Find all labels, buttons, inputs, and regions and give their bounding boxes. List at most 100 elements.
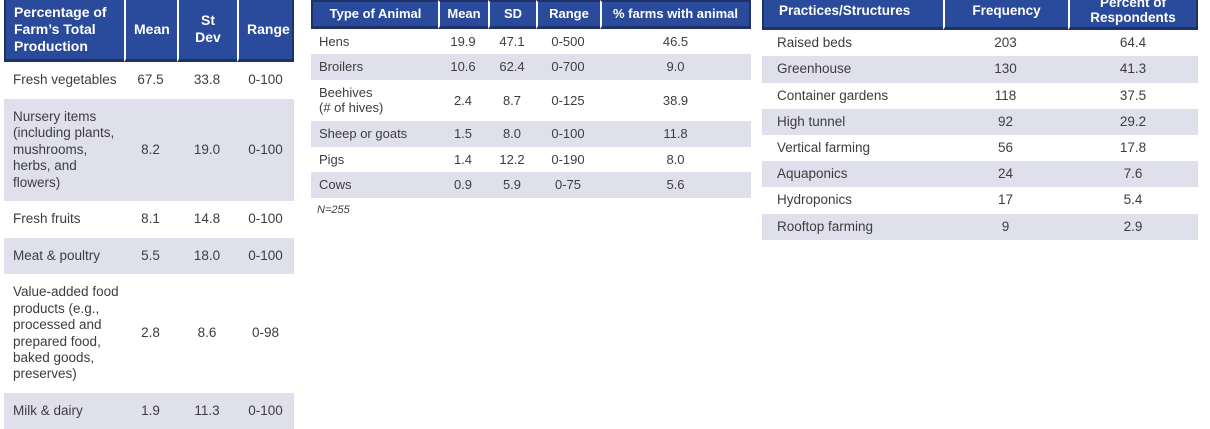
column-header-pct-respondents: Percent of Respondents	[1068, 0, 1198, 31]
animal-header-row: Type of Animal Mean SD Range % farms wit…	[311, 0, 751, 29]
cell-range: 0-700	[536, 54, 600, 80]
cell-stdev: 18.0	[177, 237, 237, 275]
table-row: Beehives (# of hives) 2.4 8.7 0-125 38.9	[311, 80, 751, 121]
cell-frequency: 56	[997, 139, 1014, 155]
cell-sd: 5.9	[488, 172, 536, 198]
cell-label: Meat & poultry	[4, 237, 124, 275]
practices-header-row: Practices/Structures Frequency Percent o…	[762, 0, 1198, 31]
cell-sd: 62.4	[488, 54, 536, 80]
cell-label: Aquaponics	[762, 161, 943, 188]
cell-pct-farms: 8.0	[666, 151, 685, 167]
cell-label: Beehives (# of hives)	[319, 84, 384, 116]
cell-range: 0-190	[551, 151, 585, 167]
cell-label: Sheep or goats	[311, 120, 438, 147]
cell-label: Container gardens	[777, 87, 889, 103]
table-row: Fresh fruits 8.1 14.8 0-100	[4, 201, 294, 237]
cell-frequency: 17	[997, 192, 1014, 208]
cell-stdev: 33.8	[193, 72, 221, 88]
sample-size-footnote: N=255	[317, 204, 350, 216]
table-row: Vertical farming 56 17.8	[762, 135, 1198, 161]
table-row: Rooftop farming 9 2.9	[762, 213, 1198, 240]
table-row: Pigs 1.4 12.2 0-190 8.0	[311, 147, 751, 173]
table-row: Fresh vegetables 67.5 33.8 0-100	[4, 62, 294, 98]
cell-pct-respondents: 29.2	[1068, 108, 1198, 135]
table-row: Sheep or goats 1.5 8.0 0-100 11.8	[311, 120, 751, 147]
cell-label: Milk & dairy	[4, 392, 124, 429]
cell-mean: 10.6	[438, 54, 488, 80]
cell-range: 0-98	[251, 325, 280, 341]
cell-sd: 47.1	[499, 33, 525, 49]
cell-pct-respondents: 64.4	[1119, 35, 1147, 51]
cell-label: Hens	[319, 33, 350, 49]
table-row: Container gardens 118 37.5	[762, 83, 1198, 109]
cell-sd: 12.2	[499, 151, 525, 167]
cell-mean: 5.5	[124, 237, 177, 275]
column-header-pct-farms: % farms with animal	[600, 0, 751, 29]
cell-frequency: 9	[943, 213, 1068, 240]
cell-pct-farms: 11.8	[600, 120, 751, 147]
cell-range: 0-100	[248, 211, 283, 227]
cell-label: Raised beds	[777, 35, 853, 51]
cell-label: Nursery items (including plants, mushroo…	[4, 98, 124, 202]
cell-pct-respondents: 2.9	[1068, 213, 1198, 240]
table-row: Raised beds 203 64.4	[762, 30, 1198, 56]
column-header-stdev: St Dev	[177, 0, 237, 63]
table-row: Aquaponics 24 7.6	[762, 161, 1198, 188]
cell-label: High tunnel	[762, 108, 943, 135]
table-row: Hydroponics 17 5.4	[762, 187, 1198, 213]
table-row: Hens 19.9 47.1 0-500 46.5	[311, 29, 751, 55]
table-row: Nursery items (including plants, mushroo…	[4, 98, 294, 202]
cell-pct-respondents: 5.4	[1123, 192, 1143, 208]
table-row: High tunnel 92 29.2	[762, 108, 1198, 135]
cell-pct-farms: 5.6	[600, 172, 751, 198]
cell-range: 0-500	[551, 33, 585, 49]
table-row: Cows 0.9 5.9 0-75 5.6	[311, 172, 751, 198]
cell-sd: 8.7	[502, 92, 522, 108]
cell-frequency: 130	[943, 56, 1068, 83]
cell-mean: 2.8	[141, 325, 160, 341]
cell-pct-farms: 38.9	[662, 92, 689, 108]
table-row: Greenhouse 130 41.3	[762, 56, 1198, 83]
cell-stdev: 8.6	[197, 325, 217, 341]
production-header-row: Percentage of Farm’s Total Production Me…	[4, 0, 294, 63]
cell-label: Cows	[311, 172, 438, 198]
cell-frequency: 24	[943, 161, 1068, 188]
cell-mean: 1.5	[438, 120, 488, 147]
cell-range: 0-125	[551, 92, 585, 108]
cell-mean: 1.4	[453, 151, 473, 167]
cell-label: Value-added food products (e.g., process…	[13, 284, 119, 382]
column-header-range: Range	[237, 0, 294, 63]
cell-range: 0-100	[248, 72, 283, 88]
cell-pct-respondents: 41.3	[1068, 56, 1198, 83]
practices-table: Practices/Structures Frequency Percent o…	[762, 0, 1198, 240]
cell-range: 0-75	[536, 172, 600, 198]
cell-frequency: 118	[994, 87, 1017, 103]
cell-frequency: 203	[994, 35, 1017, 51]
cell-stdev: 11.3	[177, 392, 237, 429]
column-header-sd: SD	[488, 0, 536, 29]
column-header-mean: Mean	[124, 0, 177, 63]
cell-mean: 8.2	[124, 98, 177, 202]
cell-pct-respondents: 17.8	[1119, 139, 1147, 155]
cell-pct-farms: 9.0	[600, 54, 751, 80]
column-header-production: Percentage of Farm’s Total Production	[4, 0, 124, 63]
cell-pct-respondents: 7.6	[1068, 161, 1198, 188]
cell-label: Broilers	[311, 54, 438, 80]
cell-label: Fresh vegetables	[13, 72, 117, 88]
cell-mean: 19.9	[450, 33, 476, 49]
animal-table: Type of Animal Mean SD Range % farms wit…	[311, 0, 751, 198]
cell-frequency: 92	[943, 108, 1068, 135]
cell-label: Fresh fruits	[13, 211, 81, 227]
cell-label: Greenhouse	[762, 56, 943, 83]
table-row: Broilers 10.6 62.4 0-700 9.0	[311, 54, 751, 80]
column-header-mean: Mean	[438, 0, 488, 29]
cell-label: Hydroponics	[777, 192, 853, 208]
production-table: Percentage of Farm’s Total Production Me…	[4, 0, 294, 429]
cell-mean: 2.4	[453, 92, 473, 108]
cell-range: 0-100	[536, 120, 600, 147]
cell-mean: 0.9	[438, 172, 488, 198]
cell-pct-farms: 46.5	[662, 33, 689, 49]
table-row: Value-added food products (e.g., process…	[4, 274, 294, 393]
column-header-practices: Practices/Structures	[762, 0, 943, 31]
